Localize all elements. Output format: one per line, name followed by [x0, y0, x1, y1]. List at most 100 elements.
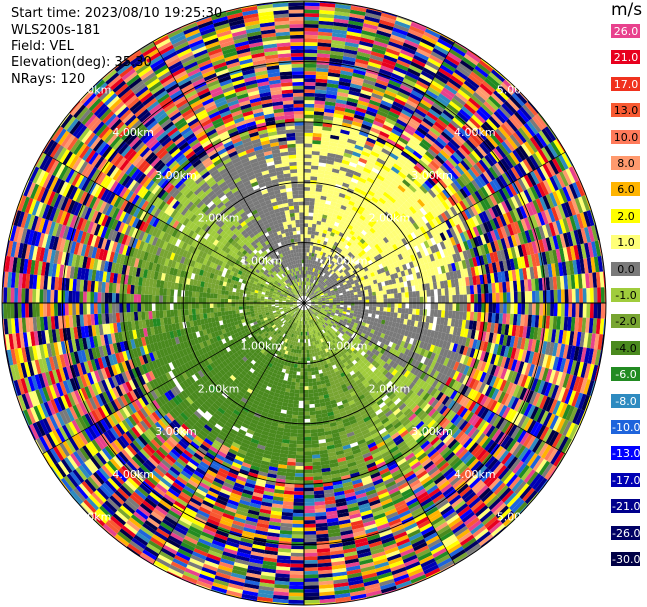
radar-gate	[422, 428, 433, 438]
radar-gate	[309, 407, 316, 412]
radar-gate	[333, 263, 338, 268]
radar-gate	[320, 280, 324, 285]
radar-gate	[400, 151, 411, 160]
radar-gate	[327, 75, 340, 82]
radar-gate	[335, 308, 340, 311]
radar-gate	[530, 378, 539, 392]
radar-gate	[290, 563, 304, 568]
radar-gate	[308, 256, 312, 260]
radar-gate	[304, 71, 317, 75]
radar-gate	[511, 325, 517, 337]
radar-gate	[304, 469, 313, 474]
radar-gate	[459, 59, 475, 72]
radar-gate	[386, 426, 396, 434]
radar-gate	[427, 538, 442, 549]
radar-gate	[337, 223, 344, 229]
radar-gate	[409, 571, 425, 581]
radar-gate	[319, 291, 323, 294]
radar-gate	[348, 362, 355, 368]
radar-gate	[329, 304, 333, 306]
radar-gate	[373, 231, 380, 238]
radar-gate	[386, 400, 394, 408]
radar-gate	[331, 252, 336, 258]
radar-gate	[568, 166, 579, 183]
radar-gate	[429, 127, 441, 137]
radar-gate	[397, 171, 407, 180]
radar-gate	[366, 327, 372, 333]
radar-gate	[308, 308, 312, 312]
radar-gate	[324, 293, 329, 297]
radar-gate	[394, 475, 406, 484]
radar-gate	[406, 400, 415, 409]
radar-gate	[401, 405, 410, 414]
radar-gate	[379, 151, 390, 159]
radar-gate	[454, 278, 459, 288]
radar-gate	[304, 49, 318, 54]
radar-gate	[367, 409, 376, 416]
radar-gate	[559, 316, 565, 331]
radar-gate	[320, 295, 325, 298]
radar-gate	[421, 457, 432, 468]
radar-gate	[498, 174, 508, 187]
radar-gate	[463, 53, 479, 66]
radar-gate	[452, 117, 464, 128]
radar-gate	[324, 170, 332, 176]
radar-gate	[325, 94, 337, 99]
radar-gate	[329, 220, 336, 226]
radar-gate	[482, 373, 491, 385]
radar-gate	[334, 269, 339, 274]
radar-gate	[432, 282, 438, 290]
radar-gate	[359, 506, 372, 513]
radar-gate	[418, 102, 431, 112]
radar-gate	[457, 162, 468, 173]
radar-gate	[343, 296, 348, 299]
radar-gate	[312, 309, 316, 313]
radar-gate	[349, 418, 358, 425]
radar-gate	[335, 319, 340, 323]
radar-gate	[337, 143, 347, 149]
radar-gate	[348, 415, 356, 422]
radar-gate	[337, 328, 343, 333]
radar-gate	[545, 355, 553, 369]
radar-gate	[471, 179, 481, 191]
radar-gate	[307, 234, 312, 239]
radar-gate	[315, 191, 322, 196]
radar-gate	[311, 275, 315, 280]
radar-gate	[376, 379, 384, 387]
radar-gate	[296, 349, 300, 354]
radar-gate	[304, 429, 311, 434]
radar-gate	[383, 243, 390, 250]
radar-gate	[304, 125, 314, 130]
radar-gate	[502, 79, 517, 93]
radar-gate	[516, 162, 527, 177]
radar-gate	[384, 546, 399, 555]
radar-gate	[398, 136, 409, 145]
radar-gate	[323, 207, 330, 212]
radar-gate	[576, 331, 582, 347]
radar-gate	[517, 349, 524, 362]
radar-gate	[315, 336, 319, 341]
radar-gate	[354, 62, 368, 69]
radar-gate	[323, 345, 327, 350]
radar-gate	[410, 114, 423, 124]
radar-gate	[536, 424, 547, 439]
radar-gate	[468, 320, 474, 330]
radar-gate	[399, 429, 409, 438]
radar-gate	[495, 505, 509, 519]
radar-gate	[346, 280, 351, 284]
radar-gate	[403, 408, 412, 417]
radar-gate	[334, 290, 339, 293]
radar-gate	[374, 116, 386, 125]
radar-gate	[408, 64, 423, 74]
radar-gate	[348, 315, 353, 319]
radar-gate	[345, 381, 352, 387]
radar-gate	[325, 276, 330, 280]
radar-gate	[292, 516, 304, 521]
radar-gate	[312, 220, 317, 225]
radar-gate	[442, 272, 448, 281]
radar-gate	[538, 239, 545, 253]
radar-gate	[361, 412, 370, 420]
radar-gate	[489, 180, 499, 193]
radar-gate	[568, 423, 579, 440]
radar-gate	[320, 316, 324, 320]
